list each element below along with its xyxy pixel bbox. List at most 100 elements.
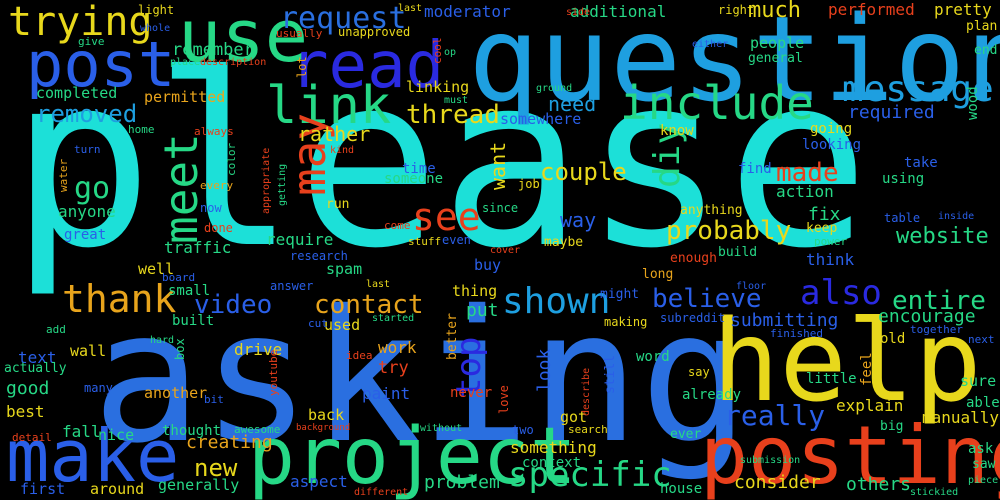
word-big: big: [880, 419, 904, 434]
word-together: together: [910, 323, 963, 336]
word-actually: actually: [4, 361, 67, 376]
word-right: right: [718, 3, 755, 17]
word-want: want: [486, 141, 510, 190]
word-light: light: [138, 3, 175, 17]
word-remember: remember: [172, 40, 254, 60]
word-done: done: [204, 221, 233, 235]
word-cool: cool: [431, 37, 444, 65]
word-entire: entire: [892, 286, 986, 316]
word-new: new: [194, 454, 238, 482]
word-bit: bit: [204, 393, 224, 406]
word-thank: thank: [62, 277, 177, 321]
word-require: require: [266, 230, 334, 249]
word-answer: answer: [270, 279, 314, 293]
word-box: box: [173, 338, 187, 360]
word-read: read: [290, 29, 445, 103]
word-without: without: [420, 423, 463, 434]
word-linking: linking: [406, 78, 470, 96]
word-subreddit: subreddit: [660, 311, 726, 325]
word-take: take: [904, 155, 938, 171]
word-love: love: [497, 385, 511, 414]
word-background: background: [296, 423, 351, 433]
word-cut: cut: [308, 317, 328, 330]
word-anything: anything: [680, 203, 743, 218]
word-first: first: [20, 480, 66, 498]
word-awesome: awesome: [234, 423, 281, 436]
word-know: know: [660, 123, 694, 139]
word-try: try: [378, 358, 409, 378]
word-either: either: [692, 39, 729, 50]
word-whole: whole: [140, 23, 171, 34]
word-must: must: [444, 95, 469, 106]
word-permitted: permitted: [144, 88, 226, 106]
word-fall: fall: [62, 422, 101, 441]
word-removed: removed: [36, 100, 138, 128]
word-getting: getting: [277, 163, 288, 206]
word-inside: inside: [938, 211, 975, 222]
word-manually: manually: [922, 408, 1000, 427]
word-might: might: [600, 287, 640, 302]
word-couple: couple: [540, 158, 627, 186]
word-come: come: [384, 219, 411, 232]
word-built: built: [172, 313, 215, 329]
word-wall: wall: [70, 342, 107, 360]
word-time: time: [402, 161, 436, 177]
word-even: even: [442, 233, 471, 247]
word-look: look: [534, 348, 555, 392]
word-describe: describe: [581, 367, 592, 416]
word-different: different: [354, 487, 409, 498]
word-saw: saw: [972, 457, 996, 472]
word-long: long: [642, 267, 674, 282]
word-kind: kind: [330, 145, 355, 156]
word-add: add: [46, 323, 66, 336]
word-please: please: [10, 24, 870, 301]
word-anyone: anyone: [58, 202, 116, 221]
word-ground: ground: [536, 83, 573, 94]
word-wood: wood: [965, 86, 981, 120]
word-performed: performed: [828, 0, 915, 19]
word-specific: specific: [508, 455, 672, 495]
word-using: using: [882, 171, 925, 187]
word-people: people: [750, 34, 805, 52]
word-use: use: [178, 0, 309, 78]
word-little: little: [806, 371, 857, 387]
word-link: link: [266, 76, 392, 136]
word-thought: thought: [162, 423, 222, 439]
word-turn: turn: [74, 143, 101, 156]
word-help: help: [712, 297, 982, 427]
word-enough: enough: [670, 251, 717, 266]
word-video: video: [194, 290, 273, 320]
word-project: project: [248, 412, 577, 500]
word-ask: ask: [968, 441, 994, 457]
word-best: best: [6, 402, 45, 421]
word-asking: asking: [92, 271, 750, 483]
word-drive: drive: [234, 340, 283, 359]
word-thing: thing: [452, 282, 498, 300]
word-looking: looking: [802, 137, 862, 153]
word-give: give: [78, 35, 105, 48]
word-home: home: [128, 123, 155, 136]
word-place: place: [170, 57, 201, 68]
word-find: find: [738, 161, 772, 177]
word-old: old: [880, 331, 906, 347]
word-problem: problem: [424, 472, 500, 493]
word-stuff: stuff: [408, 235, 442, 248]
word-sure: sure: [960, 372, 997, 390]
word-make: make: [6, 414, 180, 498]
word-posting: posting: [700, 409, 1000, 500]
word-moderator: moderator: [424, 2, 511, 21]
word-well: well: [138, 260, 175, 278]
word-go: go: [74, 171, 111, 206]
word-aspect: aspect: [290, 472, 348, 491]
word-submission: submission: [740, 455, 801, 466]
word-keep: keep: [806, 221, 838, 236]
word-nice: nice: [98, 426, 135, 444]
word-made: made: [776, 158, 839, 188]
word-ever: ever: [670, 427, 702, 442]
word-color: color: [225, 142, 238, 176]
word-rather: rather: [298, 122, 371, 146]
word-back: back: [308, 406, 345, 424]
word-last-top: last: [398, 3, 423, 14]
word-every: every: [200, 179, 234, 192]
word-small: small: [168, 283, 211, 299]
